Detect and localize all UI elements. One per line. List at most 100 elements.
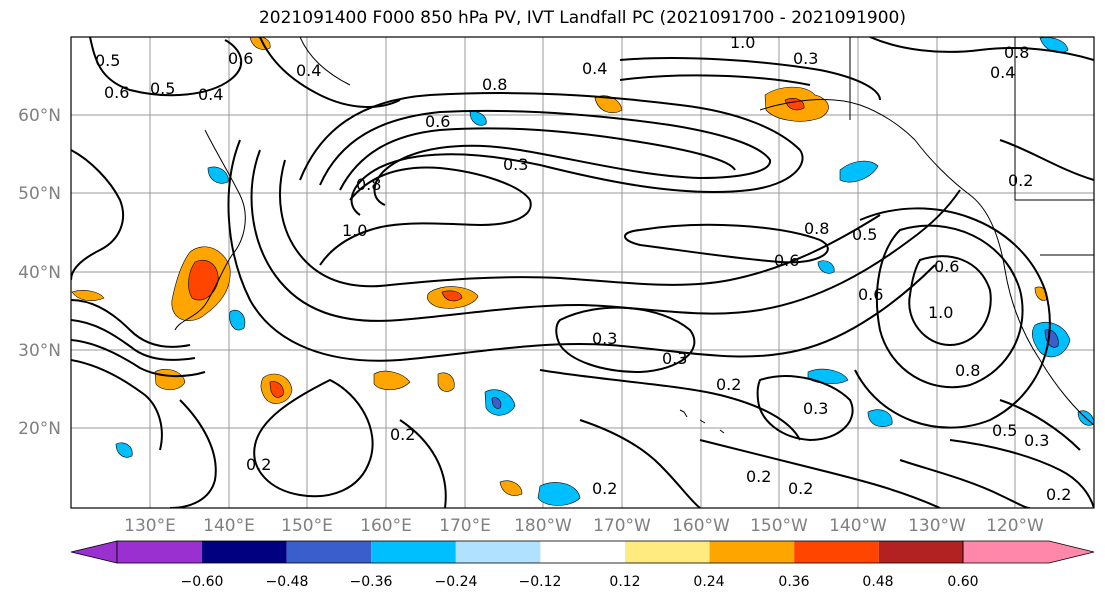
colorbar-segment xyxy=(117,541,202,563)
lon-label: 140°E xyxy=(203,516,255,536)
lon-label: 130°W xyxy=(908,516,966,536)
contour-label: 0.8 xyxy=(1004,43,1029,62)
colorbar-tick-label: 0.24 xyxy=(693,574,724,590)
colorbar-tick-label: −0.36 xyxy=(350,574,393,590)
lat-label: 20°N xyxy=(18,419,61,439)
colorbar-segment xyxy=(794,541,879,563)
contour-label: 0.5 xyxy=(150,79,175,98)
colorbar-segment xyxy=(540,541,625,563)
pv-positive-patch xyxy=(437,372,455,392)
pv-negative-patch xyxy=(469,111,487,126)
colorbar-tick-label: −0.24 xyxy=(435,574,478,590)
lon-label: 170°W xyxy=(593,516,651,536)
pv-negative-patch xyxy=(839,160,879,183)
pv-negative-patch xyxy=(537,482,581,506)
pv-negative-patch xyxy=(115,442,133,458)
colorbar-outline xyxy=(116,540,964,564)
contour-label: 0.3 xyxy=(662,349,687,368)
colorbar-tick-label: −0.60 xyxy=(181,574,224,590)
lon-label: 150°W xyxy=(750,516,808,536)
contour-label: 0.2 xyxy=(246,455,271,474)
pv-positive-patch xyxy=(373,370,411,391)
contour-label: 0.6 xyxy=(934,257,959,276)
colorbar-labels: −0.60 −0.48 −0.36 −0.24 −0.12 0.12 0.24 … xyxy=(181,574,979,590)
colorbar-tick-label: 0.48 xyxy=(862,574,893,590)
colorbar-segment xyxy=(878,541,964,563)
contour-label: 0.3 xyxy=(793,49,818,68)
pv-contours xyxy=(71,37,1094,508)
lon-label: 170°E xyxy=(439,516,491,536)
pv-negative-patch xyxy=(229,309,246,331)
colorbar-extend-high xyxy=(962,540,1095,564)
pv-positive-patch xyxy=(441,290,463,302)
contour-label: 0.6 xyxy=(858,285,883,304)
contour-label: 0.4 xyxy=(198,85,223,104)
contour-label: 0.2 xyxy=(390,425,415,444)
contour-label: 0.8 xyxy=(356,175,381,194)
lon-label: 130°E xyxy=(124,516,176,536)
colorbar-tick-label: 0.60 xyxy=(947,574,978,590)
pv-shading xyxy=(71,37,1094,506)
lon-label: 120°W xyxy=(986,516,1044,536)
latitude-labels: 60°N 50°N 40°N 30°N 20°N xyxy=(18,106,61,439)
lon-label: 180°W xyxy=(514,516,572,536)
pv-positive-patch xyxy=(269,381,284,398)
colorbar-segment xyxy=(625,541,710,563)
pv-negative-patch xyxy=(207,166,229,184)
pv-negative-patch xyxy=(1039,37,1069,53)
contour-labels: 0.5 0.6 0.4 0.5 0.4 0.6 1.0 0.3 0.8 0.6 … xyxy=(95,33,1071,504)
contour-label: 0.8 xyxy=(482,75,507,94)
contour-label: 0.6 xyxy=(774,251,799,270)
colorbar-tick-label: 0.12 xyxy=(609,574,640,590)
contour-label: 0.8 xyxy=(804,219,829,238)
pv-positive-patch xyxy=(594,95,623,113)
lon-label: 140°W xyxy=(829,516,887,536)
contour-label: 0.3 xyxy=(592,329,617,348)
contour-label: 0.4 xyxy=(990,63,1015,82)
contour-label: 0.2 xyxy=(592,479,617,498)
figure-title: 2021091400 F000 850 hPa PV, IVT Landfall… xyxy=(258,8,906,28)
contour-label: 0.6 xyxy=(228,49,253,68)
colorbar-segment xyxy=(455,541,541,563)
colorbar-segment xyxy=(202,541,287,563)
contour-label: 0.6 xyxy=(104,83,129,102)
lon-label: 160°W xyxy=(672,516,730,536)
lon-label: 160°E xyxy=(360,516,412,536)
pv-negative-patch xyxy=(817,260,835,274)
contour-label: 0.3 xyxy=(803,399,828,418)
contour-label: 0.2 xyxy=(1046,485,1071,504)
pv-positive-patch xyxy=(71,290,105,301)
contour-label: 0.4 xyxy=(296,61,321,80)
lat-label: 60°N xyxy=(18,106,61,126)
contour-label: 0.2 xyxy=(746,467,771,486)
contour-label: 0.3 xyxy=(503,155,528,174)
contour-label: 1.0 xyxy=(730,33,755,52)
pv-positive-patch xyxy=(1034,286,1048,301)
colorbar-segment xyxy=(371,541,456,563)
longitude-labels: 130°E 140°E 150°E 160°E 170°E 180°W 170°… xyxy=(124,516,1044,536)
colorbar-tick-label: −0.48 xyxy=(266,574,309,590)
colorbar xyxy=(70,540,1095,564)
colorbar-segment xyxy=(709,541,795,563)
lat-label: 40°N xyxy=(18,263,61,283)
colorbar-tick-label: 0.36 xyxy=(778,574,809,590)
lat-label: 30°N xyxy=(18,341,61,361)
colorbar-tick-label: −0.12 xyxy=(519,574,562,590)
colorbar-extend-low xyxy=(70,540,118,564)
contour-label: 0.5 xyxy=(852,225,877,244)
contour-label: 0.4 xyxy=(582,59,607,78)
lon-label: 150°E xyxy=(281,516,333,536)
pv-positive-patch xyxy=(188,260,219,301)
contour-label: 0.5 xyxy=(992,421,1017,440)
pv-negative-patch xyxy=(867,409,893,427)
contour-label: 0.2 xyxy=(716,375,741,394)
contour-label: 0.3 xyxy=(1024,431,1049,450)
contour-label: 0.5 xyxy=(95,51,120,70)
contour-label: 0.2 xyxy=(1008,171,1033,190)
colorbar-segment xyxy=(286,541,372,563)
contour-label: 0.6 xyxy=(425,112,450,131)
contour-label: 1.0 xyxy=(342,221,367,240)
lat-label: 50°N xyxy=(18,184,61,204)
map-frame xyxy=(70,36,1095,509)
